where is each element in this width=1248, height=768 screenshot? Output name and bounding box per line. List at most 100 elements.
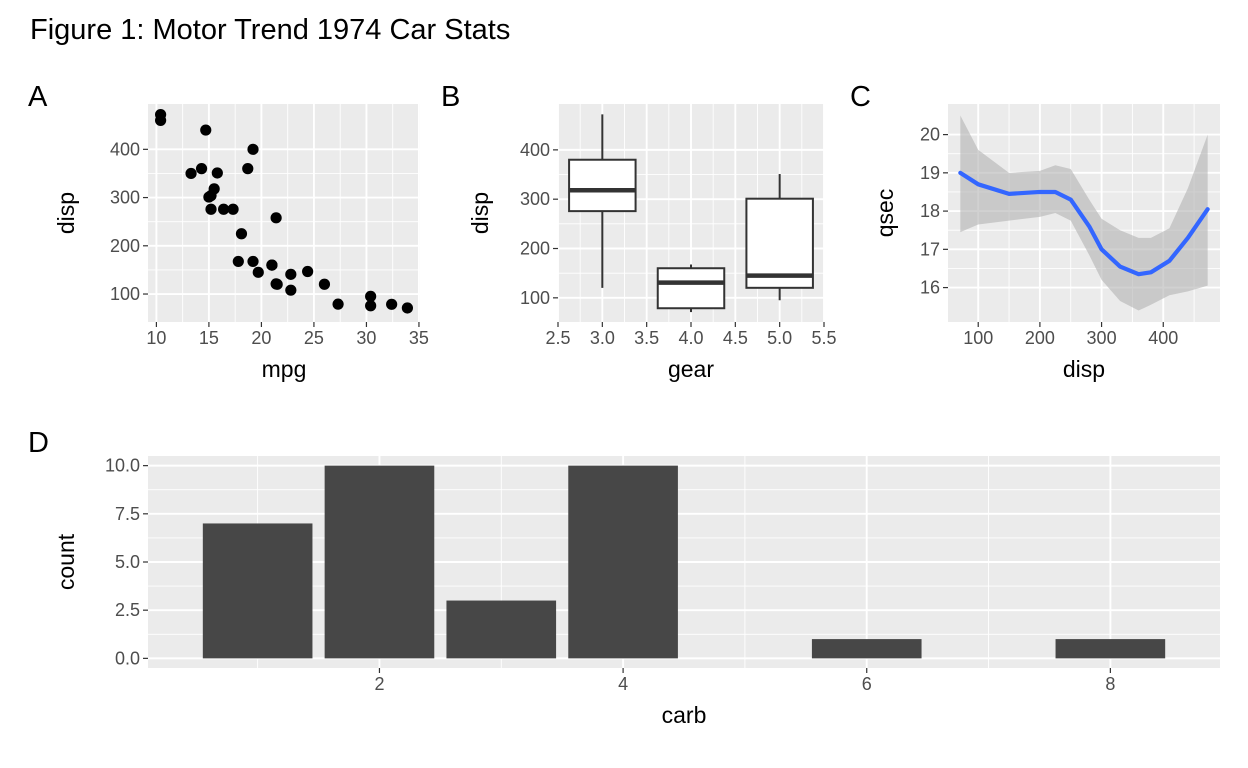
panel-a-ticks: 10 15 20 25 30 35 100 200 300 400 <box>110 139 429 348</box>
panel-b-ticks: 2.5 3.0 3.5 4.0 4.5 5.0 5.5 100 200 300 400 <box>520 140 837 348</box>
scatter-point <box>401 302 413 314</box>
y-tick-label: 0.0 <box>115 648 140 668</box>
scatter-point <box>185 167 197 180</box>
panel-c: C 100 200 300 400 16 17 18 19 20 disp qsec <box>850 81 1220 382</box>
panel-b-x-label: gear <box>668 356 714 382</box>
y-tick-label: 20 <box>920 125 940 145</box>
figure-title: Figure 1: Motor Trend 1974 Car Stats <box>30 14 510 46</box>
scatter-point <box>332 298 344 310</box>
panel-a-points <box>155 109 413 314</box>
bar-carb-2 <box>324 465 435 659</box>
smooth-line <box>958 170 1210 277</box>
scatter-point <box>247 255 259 268</box>
scatter-point <box>285 284 297 296</box>
panel-d-ticks: 2 4 6 8 0.0 2.5 5.0 7.5 10.0 <box>105 456 1115 694</box>
scatter-point <box>365 300 377 312</box>
bar-carb-6 <box>811 639 922 659</box>
x-tick-label: 4.0 <box>678 328 703 348</box>
scatter-point <box>211 167 223 179</box>
x-tick-label: 3.5 <box>634 328 659 348</box>
x-tick-label: 4 <box>618 674 628 694</box>
x-tick-label: 2.5 <box>545 328 570 348</box>
x-tick-label: 100 <box>963 328 993 348</box>
y-tick-label: 19 <box>920 163 940 183</box>
panel-d: D 2 4 6 8 0.0 2.5 5.0 7.5 10.0 carb count <box>28 427 1220 728</box>
scatter-point <box>266 259 278 271</box>
x-tick-label: 15 <box>199 328 219 348</box>
panel-d-bars <box>202 465 1166 659</box>
scatter-point <box>252 266 264 278</box>
scatter-point <box>205 203 217 215</box>
panel-c-y-label: qsec <box>872 189 898 238</box>
scatter-point <box>365 290 377 302</box>
bar-carb-8 <box>1055 639 1166 659</box>
y-tick-label: 400 <box>520 140 550 160</box>
panel-a-y-label: disp <box>53 192 79 234</box>
scatter-point <box>386 298 398 310</box>
x-tick-label: 6 <box>862 674 872 694</box>
panel-d-y-label: count <box>53 533 79 590</box>
y-tick-label: 7.5 <box>115 504 140 524</box>
scatter-point <box>232 255 244 268</box>
box-body <box>656 267 726 310</box>
scatter-point <box>227 203 239 215</box>
y-tick-label: 18 <box>920 201 940 221</box>
x-tick-label: 30 <box>356 328 376 348</box>
panel-c-tag: C <box>850 81 871 113</box>
panel-a-background <box>148 104 420 322</box>
bar-carb-1 <box>202 523 313 659</box>
x-tick-label: 35 <box>409 328 429 348</box>
panel-c-smooth <box>958 115 1210 311</box>
box-body <box>745 197 814 289</box>
x-tick-label: 10 <box>146 328 166 348</box>
bar-carb-4 <box>568 465 678 659</box>
y-tick-label: 2.5 <box>115 600 140 620</box>
panel-a-grid <box>148 104 420 322</box>
panel-c-x-label: disp <box>1063 356 1105 382</box>
scatter-point <box>318 278 331 290</box>
scatter-point <box>203 191 215 203</box>
x-tick-label: 200 <box>1025 328 1055 348</box>
x-tick-label: 300 <box>1087 328 1117 348</box>
y-tick-label: 17 <box>920 239 940 259</box>
y-tick-label: 5.0 <box>115 552 140 572</box>
x-tick-label: 2 <box>374 674 384 694</box>
y-tick-label: 300 <box>110 188 140 208</box>
scatter-point <box>155 114 167 126</box>
y-tick-label: 400 <box>110 139 140 159</box>
scatter-point <box>285 268 297 280</box>
x-tick-label: 8 <box>1105 674 1115 694</box>
scatter-point <box>242 163 254 175</box>
x-tick-label: 25 <box>304 328 324 348</box>
bar-carb-3 <box>446 600 557 659</box>
x-tick-label: 400 <box>1148 328 1178 348</box>
scatter-point <box>270 278 282 290</box>
x-tick-label: 4.5 <box>723 328 748 348</box>
scatter-point <box>247 143 259 155</box>
panel-a-tag: A <box>28 81 48 113</box>
y-tick-label: 100 <box>110 284 140 304</box>
panel-d-tag: D <box>28 427 49 459</box>
y-tick-label: 200 <box>110 236 140 256</box>
box-body <box>568 158 637 213</box>
panel-b-tag: B <box>441 81 460 113</box>
scatter-point <box>270 212 282 224</box>
scatter-point <box>302 265 314 278</box>
panel-b: B 2.5 3.0 3.5 4.0 4.5 5.0 5.5 100 200 300 400 gear… <box>441 81 837 382</box>
x-tick-label: 5.5 <box>811 328 836 348</box>
panel-b-y-label: disp <box>467 192 493 234</box>
panel-a-x-label: mpg <box>262 356 307 382</box>
y-tick-label: 300 <box>520 189 550 209</box>
confidence-ribbon <box>960 115 1208 311</box>
panel-c-ticks: 100 200 300 400 16 17 18 19 20 <box>920 125 1178 348</box>
x-tick-label: 20 <box>251 328 271 348</box>
scatter-point <box>218 203 230 215</box>
x-tick-label: 3.0 <box>590 328 615 348</box>
scatter-point <box>235 228 248 240</box>
x-tick-label: 5.0 <box>767 328 792 348</box>
panel-d-x-label: carb <box>662 702 707 728</box>
y-tick-label: 16 <box>920 278 940 298</box>
y-tick-label: 10.0 <box>105 456 140 476</box>
y-tick-label: 100 <box>520 288 550 308</box>
